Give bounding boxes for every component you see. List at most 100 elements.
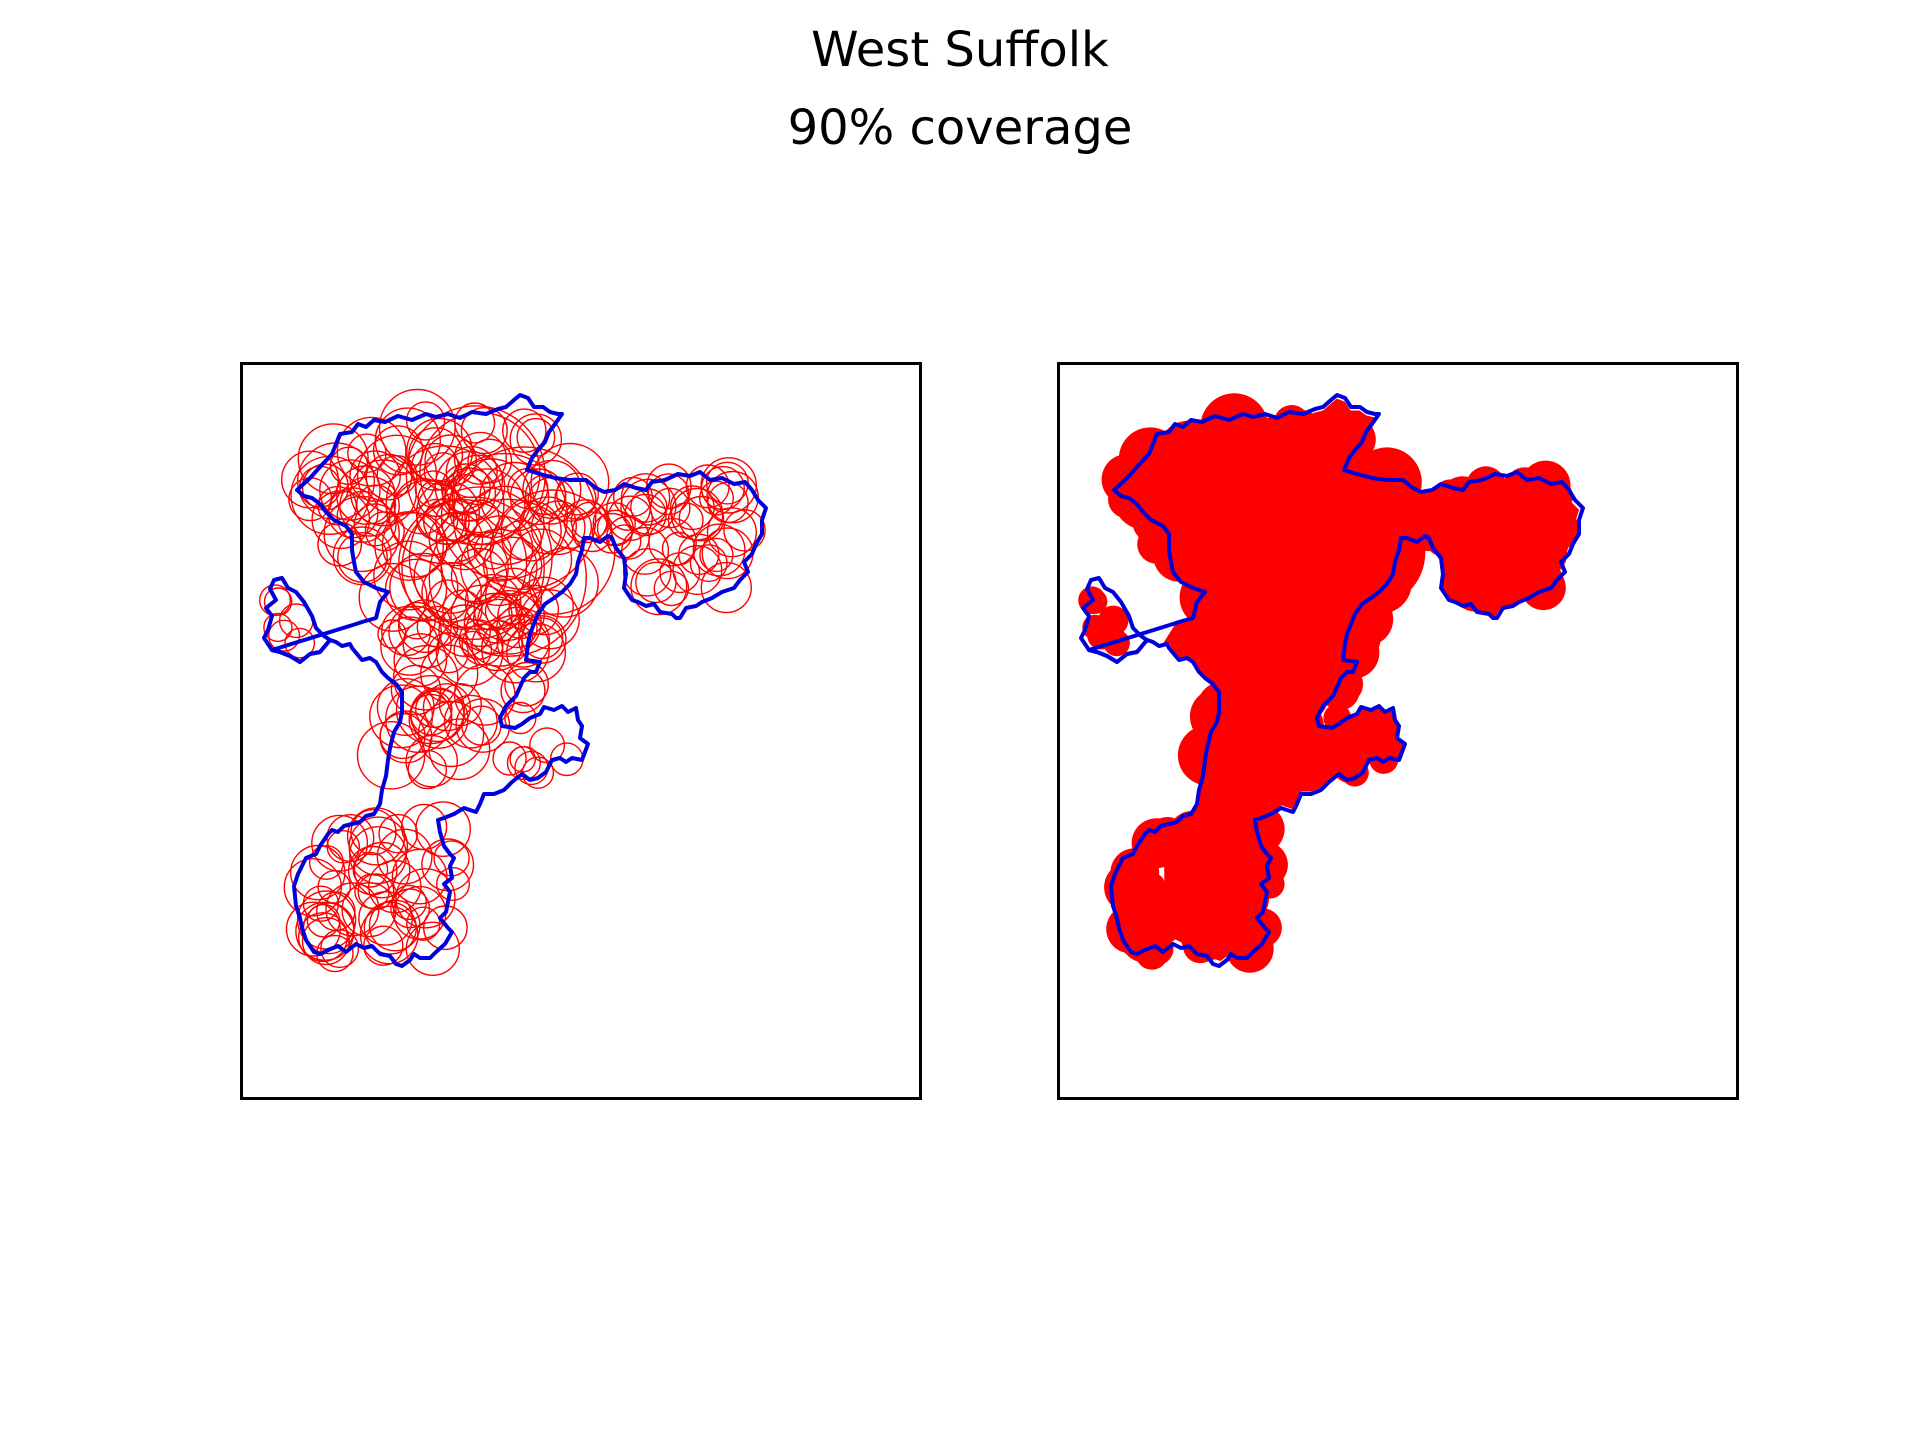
coverage-circle (311, 814, 369, 872)
coverage-circle (367, 859, 422, 914)
coverage-circle (489, 489, 616, 615)
coverage-circle (332, 526, 392, 586)
figure-subtitle: 90% coverage (787, 100, 1133, 156)
coverage-circle (428, 511, 484, 567)
coverage-circle (504, 701, 537, 735)
district-boundary (262, 393, 768, 968)
coverage-circle (1198, 816, 1233, 851)
coverage-circle (443, 694, 498, 749)
coverage-circle (353, 503, 397, 547)
coverage-circle (438, 604, 491, 657)
coverage-circle (405, 405, 546, 546)
coverage-circle (500, 668, 546, 714)
coverage-circle (500, 500, 562, 562)
coverage-circle (323, 495, 400, 573)
coverage-circle (380, 616, 440, 676)
coverage-circle (347, 845, 398, 896)
coverage-circle (440, 452, 569, 581)
coverage-circle (308, 845, 344, 881)
coverage-circle (453, 630, 493, 670)
coverage-circles (259, 388, 766, 976)
coverage-circle (316, 891, 356, 932)
coverage-circle (417, 479, 456, 518)
coverage-circle (461, 623, 504, 666)
coverage-circle (341, 882, 397, 938)
coverage-circle (1128, 847, 1159, 878)
coverage-circle (496, 613, 551, 668)
coverage-circle (517, 615, 567, 664)
coverage-circle (405, 734, 458, 788)
coverage-circle (530, 442, 610, 522)
panel-frame (1057, 362, 1739, 1100)
coverage-circle (509, 413, 563, 466)
coverage-circle (391, 848, 448, 905)
coverage-circle (689, 544, 728, 583)
coverage-circle (1450, 561, 1501, 612)
coverage-circle (306, 903, 341, 938)
coverage-circle (263, 612, 293, 643)
coverage-circle (297, 423, 369, 495)
coverage-circle (1227, 752, 1262, 787)
coverage-circle (453, 431, 507, 485)
coverage-circle (349, 450, 401, 502)
coverage-circle (435, 867, 470, 902)
coverage-circle (571, 511, 613, 553)
coverage-circle (506, 745, 541, 781)
coverage-circle (290, 844, 346, 901)
coverage-circle (267, 619, 301, 652)
coverage-circle (405, 401, 446, 441)
coverage-circle (473, 575, 540, 642)
boundary-west-enclave (1079, 576, 1149, 664)
coverage-circle (1375, 475, 1414, 513)
coverage-circle (516, 417, 556, 457)
coverage-circle (706, 507, 757, 558)
coverage-circle (364, 511, 405, 552)
coverage-circles (1078, 393, 1580, 973)
coverage-circle (353, 841, 411, 899)
coverage-circle (410, 442, 459, 491)
coverage-circle (368, 899, 421, 952)
coverage-circle (635, 561, 677, 604)
coverage-circle (402, 619, 452, 669)
coverage-circle (378, 813, 418, 854)
coverage-circle (630, 558, 688, 616)
coverage-circle (653, 570, 690, 607)
coverage-circle (647, 473, 690, 516)
coverage-circle (613, 476, 654, 517)
coverage-circle (1311, 743, 1342, 774)
boundary-main (270, 393, 768, 968)
coverage-circle (620, 473, 671, 523)
coverage-circle (448, 468, 526, 546)
coverage-circle (678, 495, 725, 542)
coverage-circle (408, 688, 469, 749)
coverage-circle (374, 407, 442, 474)
coverage-circle (369, 684, 434, 749)
coverage-circle (347, 433, 387, 473)
coverage-circle (1348, 729, 1380, 761)
coverage-circle (1235, 804, 1285, 854)
coverage-circle (1212, 852, 1262, 902)
coverage-circle (377, 619, 407, 649)
coverage-circle (501, 408, 547, 453)
coverage-circle (563, 499, 608, 544)
coverage-circle (298, 912, 348, 963)
coverage-circle (301, 916, 350, 966)
coverage-circle (388, 479, 466, 557)
coverage-circle (428, 498, 587, 658)
coverage-circle (350, 808, 397, 856)
coverage-circle (392, 644, 459, 711)
coverage-circle (1218, 602, 1266, 650)
coverage-circle (349, 459, 417, 527)
coverage-circle (484, 592, 523, 630)
coverage-circle (356, 484, 397, 525)
coverage-circle (339, 475, 400, 537)
figure-title: West Suffolk (811, 22, 1109, 78)
coverage-circle (385, 445, 505, 565)
coverage-circle (388, 605, 443, 660)
coverage-circle (700, 457, 758, 514)
coverage-circle (1216, 679, 1278, 741)
coverage-circle (356, 434, 438, 516)
coverage-circle (1286, 602, 1347, 663)
map-panel-outlined-circles (240, 362, 922, 1100)
coverage-circle (376, 828, 433, 885)
